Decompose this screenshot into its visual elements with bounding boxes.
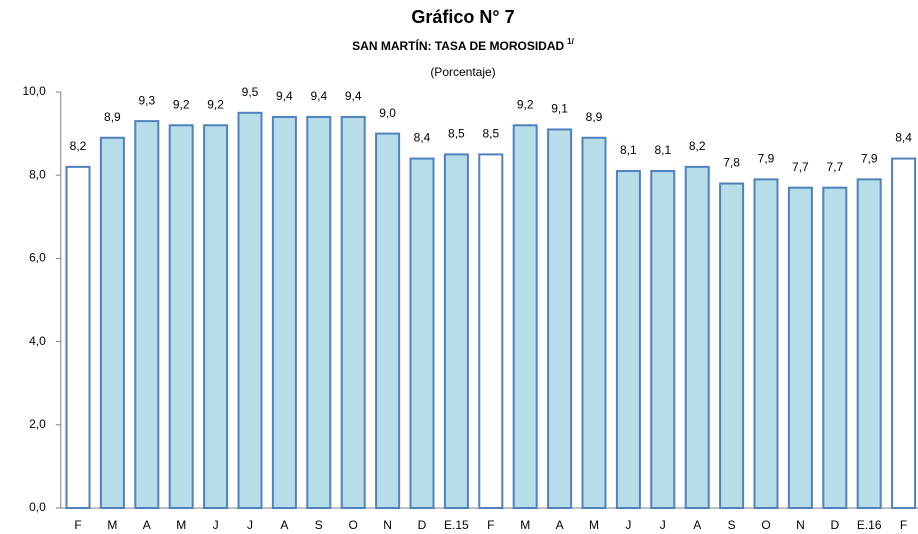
subtitle-text: SAN MARTÍN: TASA DE MOROSIDAD <box>352 38 564 53</box>
bar <box>375 132 401 509</box>
x-tick-label: E.15 <box>444 518 469 532</box>
bar <box>650 170 676 509</box>
x-tick-label: D <box>418 518 427 532</box>
x-tick-label: M <box>589 518 599 532</box>
value-label: 9,4 <box>345 89 362 103</box>
x-tick-label: O <box>761 518 770 532</box>
y-tick-label: 4,0 <box>29 334 46 348</box>
x-tick-label: J <box>213 518 219 532</box>
y-tick-label: 8,0 <box>29 167 46 181</box>
y-tick-label: 10,0 <box>22 84 46 98</box>
bar <box>443 153 469 509</box>
bar <box>99 136 125 509</box>
bar <box>409 157 435 509</box>
x-tick-label: A <box>693 518 701 532</box>
x-tick-label: A <box>556 518 564 532</box>
x-tick-label: M <box>107 518 117 532</box>
bar <box>787 186 813 509</box>
x-tick-label: O <box>349 518 358 532</box>
bar <box>271 115 297 510</box>
bar <box>512 124 538 509</box>
value-label: 7,8 <box>723 156 740 170</box>
bar <box>203 124 229 509</box>
bar <box>65 165 91 509</box>
subtitle-note: 1/ <box>567 37 574 46</box>
value-label: 9,2 <box>517 97 534 111</box>
value-label: 9,2 <box>207 97 224 111</box>
bar <box>822 186 848 509</box>
value-label: 9,5 <box>242 85 259 99</box>
value-label: 9,3 <box>138 93 155 107</box>
bar <box>134 120 160 510</box>
chart-title: Gráfico N° 7 <box>411 7 514 27</box>
bar <box>615 170 641 509</box>
value-label: 8,5 <box>448 127 465 141</box>
value-label: 9,4 <box>310 89 327 103</box>
bar <box>237 111 263 510</box>
bar <box>684 165 710 509</box>
y-tick-label: 6,0 <box>29 251 46 265</box>
value-label: 8,1 <box>654 143 671 157</box>
bar <box>478 153 504 509</box>
value-label: 8,4 <box>895 131 912 145</box>
value-label: 8,9 <box>586 110 603 124</box>
x-tick-label: F <box>74 518 81 532</box>
x-tick-label: J <box>247 518 253 532</box>
value-label: 7,9 <box>758 152 775 166</box>
value-label: 8,2 <box>689 139 706 153</box>
bar <box>581 136 607 509</box>
x-tick-label: A <box>143 518 151 532</box>
value-label: 7,7 <box>826 160 843 174</box>
bar <box>168 124 194 509</box>
chart-subtitle: SAN MARTÍN: TASA DE MOROSIDAD 1/ <box>352 37 574 53</box>
x-tick-label: F <box>900 518 907 532</box>
x-tick-label: S <box>728 518 736 532</box>
x-tick-label: M <box>176 518 186 532</box>
value-label: 9,0 <box>379 106 396 120</box>
value-label: 9,2 <box>173 97 190 111</box>
x-tick-label: D <box>830 518 839 532</box>
y-tick-label: 2,0 <box>29 417 46 431</box>
x-tick-label: J <box>625 518 631 532</box>
value-label: 9,4 <box>276 89 293 103</box>
bar <box>753 178 779 510</box>
bar <box>891 157 917 509</box>
value-label: 8,2 <box>70 139 87 153</box>
value-label: 9,1 <box>551 102 568 116</box>
x-tick-label: N <box>796 518 805 532</box>
bar <box>719 182 745 510</box>
value-label: 8,5 <box>482 127 499 141</box>
x-tick-label: A <box>280 518 288 532</box>
unit-label: (Porcentaje) <box>430 65 495 79</box>
bar <box>306 115 332 510</box>
x-tick-label: E.16 <box>857 518 882 532</box>
x-tick-label: M <box>520 518 530 532</box>
value-label: 8,1 <box>620 143 637 157</box>
x-tick-label: S <box>315 518 323 532</box>
value-label: 7,9 <box>861 152 878 166</box>
x-tick-label: F <box>487 518 494 532</box>
value-label: 8,9 <box>104 110 121 124</box>
x-tick-label: N <box>383 518 392 532</box>
bar <box>340 115 366 510</box>
x-tick-label: J <box>660 518 666 532</box>
y-tick-label: 0,0 <box>29 500 46 514</box>
value-label: 8,4 <box>414 131 431 145</box>
bar <box>547 128 573 509</box>
bar <box>856 178 882 510</box>
value-label: 7,7 <box>792 160 809 174</box>
